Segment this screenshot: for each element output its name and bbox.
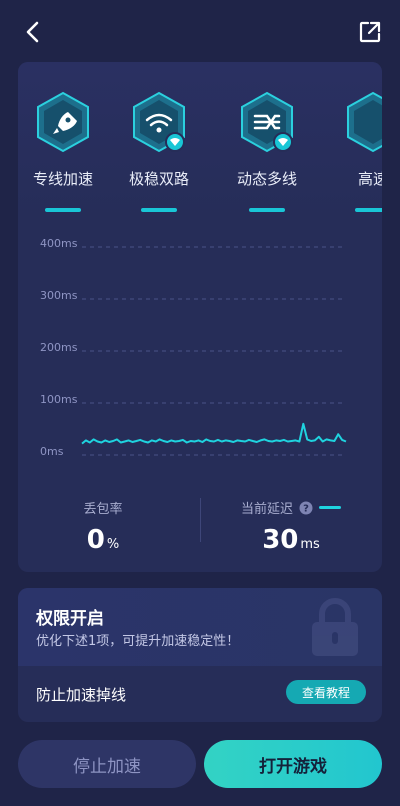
mode-label: 专线加速 — [32, 170, 93, 188]
y-tick-label: 200ms — [40, 341, 78, 354]
legend-line-icon — [319, 505, 341, 509]
permission-card: 权限开启 优化下述1项，可提升加速稳定性！ 防止加速掉线 查看教程 — [18, 588, 382, 722]
packet-loss-value: 0 — [86, 525, 105, 555]
mode-item-multi[interactable]: 动态多线 — [222, 90, 312, 220]
latency-stat: 当前延迟 ? 30 ms — [206, 498, 376, 555]
mode-indicator — [45, 208, 81, 212]
svg-text:?: ? — [303, 503, 309, 514]
packet-loss-title: 丢包率 — [83, 502, 123, 517]
latency-title: 当前延迟 — [240, 502, 293, 517]
share-button[interactable] — [354, 16, 386, 48]
mode-indicator — [141, 208, 177, 212]
mode-label: 极稳双路 — [128, 170, 189, 188]
view-tutorial-button[interactable]: 查看教程 — [286, 680, 366, 704]
mode-indicator — [355, 208, 382, 212]
mode-item-dedicated[interactable]: 专线加速 — [18, 90, 108, 220]
latency-plot — [81, 246, 347, 456]
permission-title: 权限开启 — [36, 609, 104, 629]
y-tick-label: 400ms — [40, 237, 78, 250]
permission-subtitle: 优化下述1项，可提升加速稳定性！ — [36, 634, 240, 649]
speed-icon — [345, 90, 382, 154]
help-icon[interactable]: ? — [299, 501, 313, 515]
wifi-badge-icon — [273, 132, 293, 152]
chevron-left-icon — [26, 21, 39, 43]
latency-series-line — [81, 422, 347, 445]
open-game-button[interactable]: 打开游戏 — [204, 740, 382, 788]
back-button[interactable] — [18, 16, 46, 48]
latency-unit: ms — [300, 537, 320, 552]
latency-value: 30 — [262, 525, 299, 555]
latency-chart: 400ms 300ms 200ms 100ms 0ms — [18, 230, 382, 480]
top-bar — [0, 0, 400, 62]
wifi-dual-icon — [131, 90, 187, 154]
permission-item-label: 防止加速掉线 — [36, 686, 127, 704]
y-tick-label: 100ms — [40, 393, 78, 406]
packet-loss-stat: 丢包率 0% — [18, 498, 188, 555]
mode-label: 高速 — [357, 170, 382, 188]
rocket-icon — [35, 90, 91, 154]
acceleration-card: 专线加速 极稳双路 — [18, 62, 382, 572]
stats-divider — [200, 498, 201, 542]
multi-line-icon — [239, 90, 295, 154]
wifi-badge-icon — [165, 132, 185, 152]
mode-item-dual[interactable]: 极稳双路 — [114, 90, 204, 220]
external-link-icon — [359, 21, 381, 43]
packet-loss-unit: % — [106, 537, 120, 552]
mode-label: 动态多线 — [236, 170, 297, 188]
stats-row: 丢包率 0% 当前延迟 ? 30 ms — [18, 490, 382, 572]
mode-item-speed[interactable]: 高速 — [328, 90, 382, 220]
permission-header: 权限开启 优化下述1项，可提升加速稳定性！ — [18, 588, 382, 666]
stop-acceleration-button[interactable]: 停止加速 — [18, 740, 196, 788]
y-tick-label: 300ms — [40, 289, 78, 302]
lock-icon — [312, 598, 358, 656]
mode-selector: 专线加速 极稳双路 — [18, 62, 382, 220]
mode-indicator — [249, 208, 285, 212]
y-tick-label: 0ms — [40, 445, 64, 458]
